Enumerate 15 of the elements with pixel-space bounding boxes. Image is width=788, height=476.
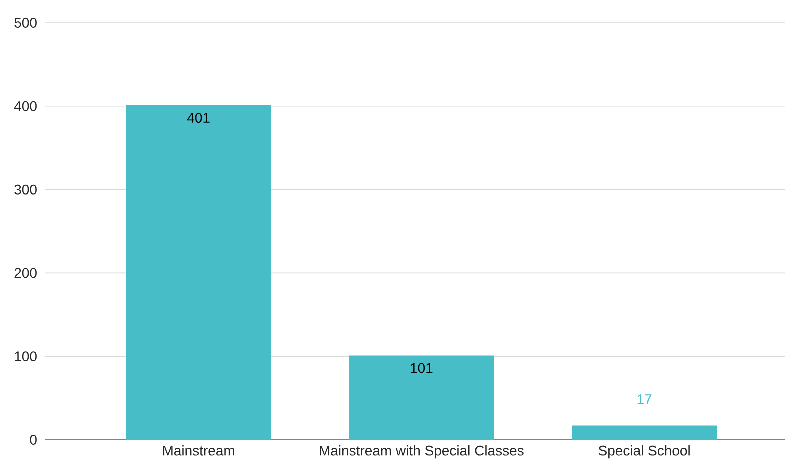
bar (126, 106, 272, 440)
x-tick-label: Mainstream (163, 446, 234, 456)
y-tick-label: 500 (14, 18, 37, 28)
bar (572, 426, 718, 440)
data-label: 401 (187, 113, 210, 124)
y-tick-label: 400 (14, 101, 37, 112)
y-tick-label: 100 (15, 352, 37, 362)
y-tick-label: 300 (14, 184, 37, 195)
y-tick-label: 0 (30, 435, 37, 445)
y-tick-label: 200 (14, 268, 37, 278)
x-tick-label: Special School (598, 446, 690, 459)
data-label: 17 (638, 394, 652, 404)
x-tick-label: Mainstream with Special Classes (320, 446, 524, 459)
bar (349, 356, 494, 440)
data-label: 101 (411, 363, 433, 374)
